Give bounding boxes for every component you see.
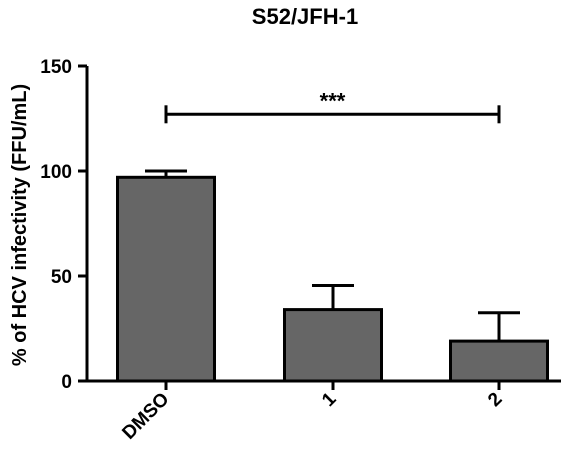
x-ticks: DMSO 1 2 bbox=[118, 381, 507, 444]
y-tick-label: 150 bbox=[40, 57, 72, 78]
bar-2 bbox=[449, 339, 549, 383]
significance-label: *** bbox=[320, 88, 346, 113]
y-tick-label: 100 bbox=[40, 162, 72, 183]
y-ticks: 0 50 100 150 bbox=[40, 57, 87, 393]
chart-title: S52/JFH-1 bbox=[252, 4, 358, 29]
x-tick-label: DMSO bbox=[118, 389, 173, 444]
y-axis-label: % of HCV infectivity (FFU/mL) bbox=[9, 84, 31, 366]
y-tick-label: 0 bbox=[61, 372, 72, 393]
bar-DMSO bbox=[116, 175, 216, 383]
bars bbox=[116, 169, 549, 383]
x-tick-label: 1 bbox=[318, 388, 341, 411]
bar-1 bbox=[283, 308, 383, 383]
y-tick-label: 50 bbox=[51, 267, 72, 288]
significance-bracket: *** bbox=[164, 88, 501, 124]
x-tick-label: 2 bbox=[484, 389, 506, 411]
